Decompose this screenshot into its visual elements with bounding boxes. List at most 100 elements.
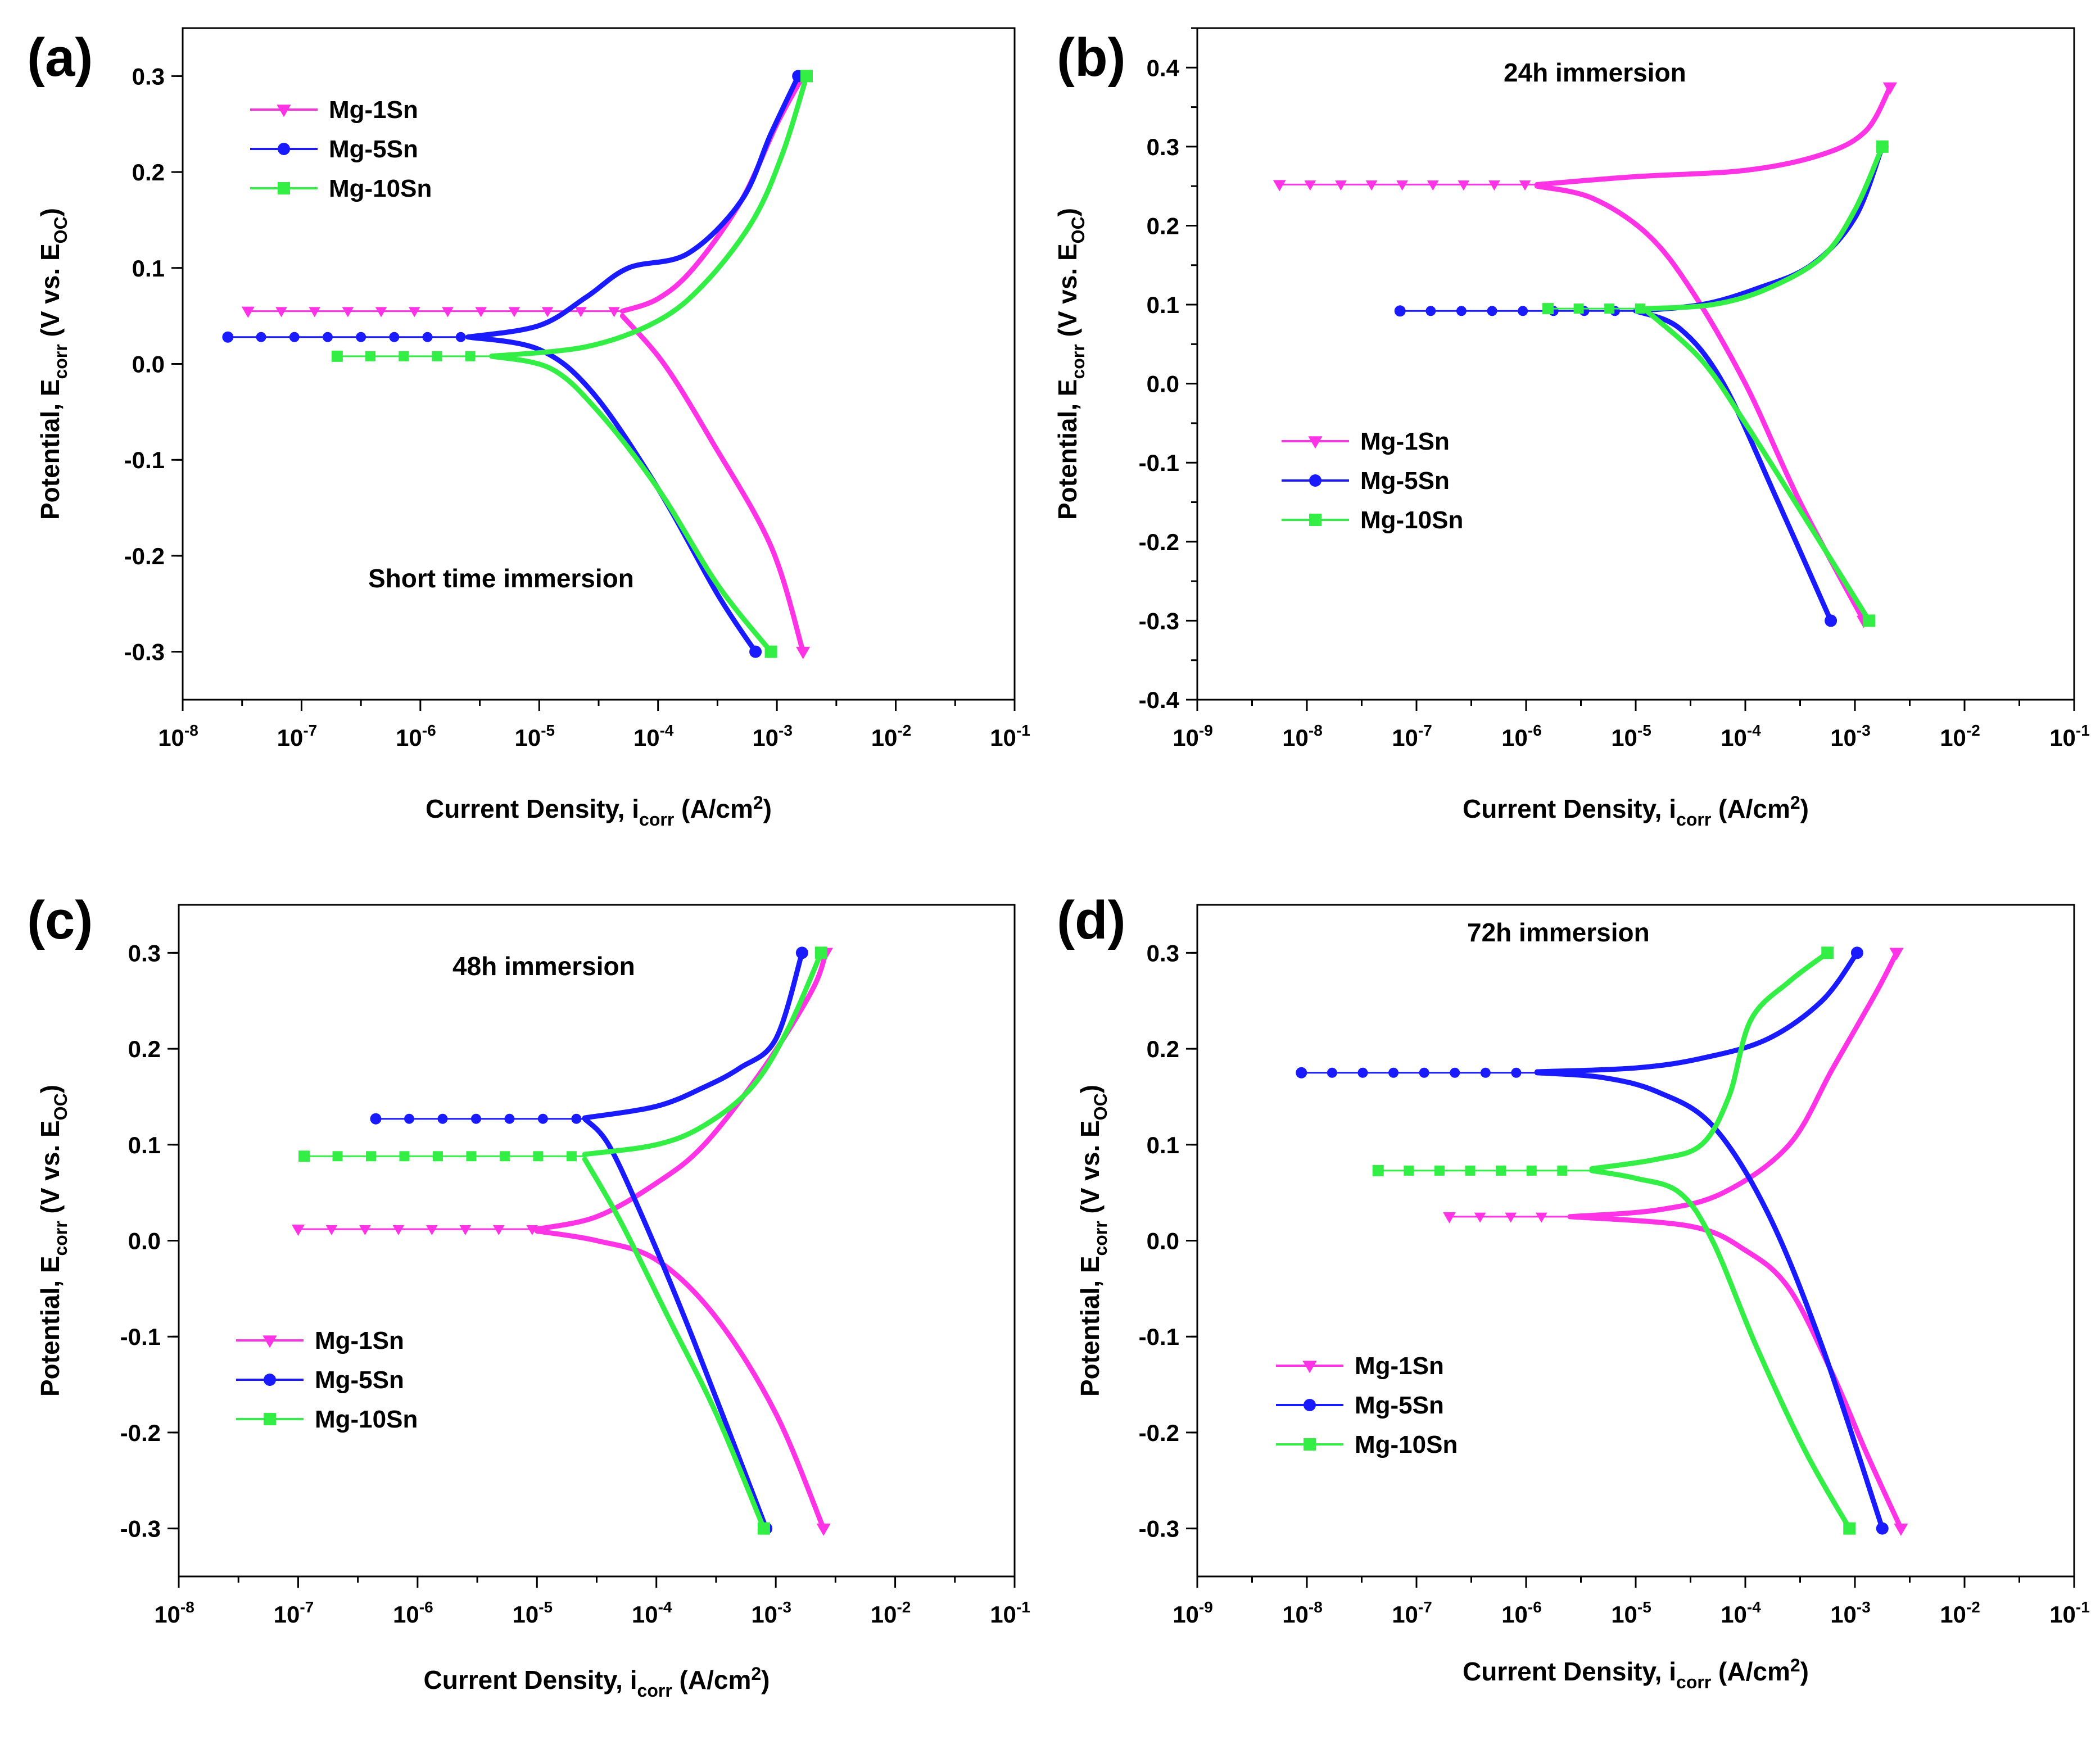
y-tick-label: 0.2	[132, 159, 165, 185]
marker-triangle	[275, 307, 287, 318]
panel-label: (b)	[1057, 28, 1126, 88]
y-tick-label: -0.4	[1139, 687, 1180, 713]
immersion-annotation: 24h immersion	[1504, 58, 1686, 87]
marker-circle	[404, 1113, 414, 1124]
marker-triangle	[1894, 1523, 1908, 1536]
x-tick-label: 10-3	[752, 722, 793, 751]
legend-entry: Mg-5Sn	[236, 1366, 404, 1394]
y-tick-label: 0.1	[1147, 292, 1179, 318]
y-tick-label: -0.2	[1139, 1420, 1179, 1446]
x-tick-label: 10-3	[1830, 1598, 1871, 1628]
plot-area	[291, 946, 834, 1536]
marker-square	[1526, 1165, 1537, 1176]
x-tick-label: 10-5	[1611, 722, 1651, 751]
x-tick-label: 10-8	[154, 1598, 194, 1628]
panel-label: (c)	[27, 890, 93, 950]
series-mg-10sn	[298, 946, 827, 1535]
marker-circle	[1394, 305, 1406, 317]
plot-frame	[1196, 27, 2075, 701]
marker-triangle	[608, 307, 620, 318]
marker-triangle	[325, 1225, 338, 1235]
marker-circle	[1304, 1399, 1316, 1411]
legend-entry: Mg-5Sn	[250, 135, 418, 163]
series-mg-1sn	[291, 948, 834, 1536]
chart-panel-d: (d) 10-9 10-8 10-7 10-6 10-5 10-4 10-3 10-2 10-1 -…	[1057, 890, 2090, 1692]
marker-circle	[437, 1113, 448, 1124]
x-tick-label: 10-6	[1501, 1598, 1542, 1628]
x-tick-label: 10-6	[396, 722, 436, 751]
marker-triangle	[1304, 180, 1316, 191]
marker-circle	[470, 1113, 481, 1124]
marker-square	[332, 1151, 343, 1162]
y-axis-title: Potential, Ecorr (V vs. EOC)	[1053, 208, 1088, 520]
marker-triangle	[1882, 82, 1898, 95]
marker-circle	[389, 332, 400, 342]
panel-label: (d)	[1057, 890, 1126, 950]
legend-entry: Mg-5Sn	[1276, 1392, 1444, 1419]
marker-triangle	[1396, 180, 1408, 191]
marker-square	[1542, 303, 1554, 315]
y-tick-label: 0.0	[1147, 1228, 1179, 1254]
marker-triangle	[459, 1225, 472, 1235]
marker-circle	[1327, 1067, 1337, 1078]
marker-circle	[322, 332, 333, 342]
marker-square	[432, 1151, 443, 1162]
legend-entry: Mg-5Sn	[1282, 467, 1450, 495]
marker-circle	[256, 332, 266, 342]
marker-circle	[370, 1113, 382, 1125]
marker-triangle	[1505, 1212, 1517, 1223]
y-tick-label: -0.1	[124, 447, 165, 473]
marker-triangle	[475, 307, 487, 318]
x-tick-label: 10-4	[633, 722, 674, 751]
marker-square	[814, 946, 827, 959]
x-tick-label: 10-4	[632, 1598, 672, 1628]
marker-square	[278, 182, 290, 194]
marker-circle	[1518, 306, 1528, 316]
x-tick-label: 10-8	[158, 722, 198, 751]
marker-circle	[571, 1113, 582, 1124]
marker-square	[1604, 303, 1615, 314]
marker-triangle	[392, 1225, 405, 1235]
immersion-annotation: 48h immersion	[452, 951, 635, 981]
legend-label: Mg-10Sn	[1360, 506, 1463, 534]
x-axis-title: Current Density, icorr (A/cm2)	[1463, 1655, 1809, 1692]
marker-triangle	[492, 1225, 505, 1235]
marker-circle	[1450, 1067, 1460, 1078]
plot-area	[1296, 946, 1908, 1536]
series-mg-5sn	[222, 70, 805, 658]
marker-square	[298, 1150, 310, 1162]
y-tick-label: -0.1	[1139, 450, 1179, 476]
x-tick-label: 10-1	[990, 722, 1030, 751]
legend-label: Mg-1Sn	[315, 1327, 404, 1354]
marker-square	[399, 351, 409, 361]
x-tick-label: 10-5	[514, 722, 555, 751]
marker-circle	[504, 1113, 515, 1124]
marker-square	[1821, 946, 1834, 959]
y-tick-label: 0.1	[128, 1132, 161, 1158]
series-anodic-branch	[1644, 144, 1885, 311]
y-tick-label: 0.2	[128, 1036, 161, 1062]
legend-entry: Mg-10Sn	[250, 175, 432, 202]
legend-label: Mg-10Sn	[329, 175, 432, 202]
x-tick-label: 10-5	[512, 1598, 553, 1628]
marker-triangle	[508, 307, 521, 318]
marker-circle	[1511, 1067, 1522, 1078]
y-tick-label: -0.1	[1139, 1324, 1179, 1350]
marker-circle	[749, 645, 762, 658]
marker-circle	[455, 332, 466, 342]
marker-triangle	[1889, 948, 1904, 960]
marker-circle	[1425, 306, 1436, 316]
series-anodic-branch	[465, 73, 801, 340]
series-anodic-branch	[582, 950, 805, 1121]
plot-area	[1273, 82, 1898, 628]
y-tick-label: 0.1	[132, 255, 165, 282]
legend-label: Mg-1Sn	[329, 96, 418, 124]
marker-square	[1465, 1165, 1476, 1176]
marker-circle	[1876, 1522, 1889, 1535]
marker-triangle	[1443, 1212, 1456, 1224]
x-tick-label: 10-1	[2049, 722, 2090, 751]
immersion-annotation: Short time immersion	[368, 564, 634, 593]
marker-triangle	[1519, 180, 1531, 191]
marker-square	[757, 1522, 770, 1535]
marker-triangle	[442, 307, 454, 318]
